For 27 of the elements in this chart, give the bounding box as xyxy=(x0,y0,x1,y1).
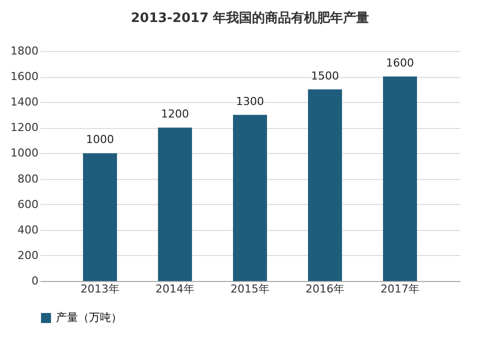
data-label: 1600 xyxy=(386,56,414,70)
y-tick-label: 1600 xyxy=(10,70,38,84)
y-tick-label: 0 xyxy=(32,274,38,288)
x-tick-label: 2017年 xyxy=(380,282,420,296)
bar xyxy=(158,128,192,281)
data-label: 1000 xyxy=(86,133,114,146)
y-tick-label: 800 xyxy=(18,172,38,186)
y-tick-label: 1800 xyxy=(10,44,38,58)
legend-label: 产量（万吨） xyxy=(56,311,122,324)
y-tick-label: 1200 xyxy=(10,121,38,134)
bar xyxy=(233,114,267,281)
x-tick-label: 2016年 xyxy=(306,282,344,296)
bar xyxy=(383,76,417,281)
data-label: 1500 xyxy=(311,69,339,82)
data-label: 1300 xyxy=(236,94,264,108)
data-label: 1200 xyxy=(161,108,189,121)
x-tick-label: 2014年 xyxy=(156,282,194,296)
bar xyxy=(83,153,117,281)
y-tick-label: 1000 xyxy=(10,146,38,160)
bar xyxy=(308,89,342,281)
x-tick-label: 2015年 xyxy=(230,282,270,296)
y-tick-label: 1400 xyxy=(10,96,38,109)
x-tick-label: 2013年 xyxy=(80,282,120,296)
chart-title: 2013-2017 年我国的商品有机肥年产量 xyxy=(130,10,370,26)
y-tick-label: 600 xyxy=(18,198,38,211)
y-tick-label: 400 xyxy=(18,223,38,236)
y-tick-label: 200 xyxy=(18,248,38,262)
